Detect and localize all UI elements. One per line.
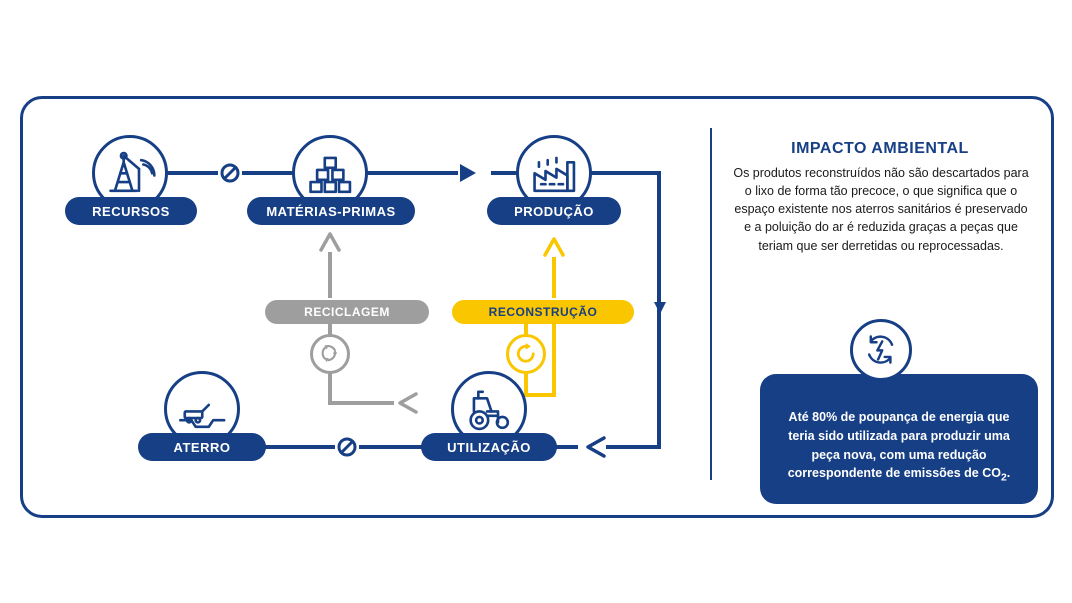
impact-title: IMPACTO AMBIENTAL xyxy=(740,140,1020,158)
mid-label-reconstrucao: RECONSTRUÇÃO xyxy=(452,300,634,324)
node-label-materias: MATÉRIAS-PRIMAS xyxy=(247,197,415,225)
impact-body: Os produtos reconstruídos não são descar… xyxy=(732,164,1030,255)
right-divider xyxy=(710,128,712,480)
loop-icon xyxy=(506,334,546,374)
energy-cycle-icon xyxy=(850,319,912,381)
node-label-utilizacao: UTILIZAÇÃO xyxy=(421,433,557,461)
page-canvas: RECURSOS MATÉRIAS-PRIMAS PRODUÇÃO xyxy=(0,0,1072,603)
node-label-recursos: RECURSOS xyxy=(65,197,197,225)
mid-label-reciclagem: RECICLAGEM xyxy=(265,300,429,324)
recycle-icon xyxy=(310,334,350,374)
impact-savings-box: Até 80% de poupança de energia que teria… xyxy=(760,374,1038,504)
node-label-producao: PRODUÇÃO xyxy=(487,197,621,225)
node-label-aterro: ATERRO xyxy=(138,433,266,461)
